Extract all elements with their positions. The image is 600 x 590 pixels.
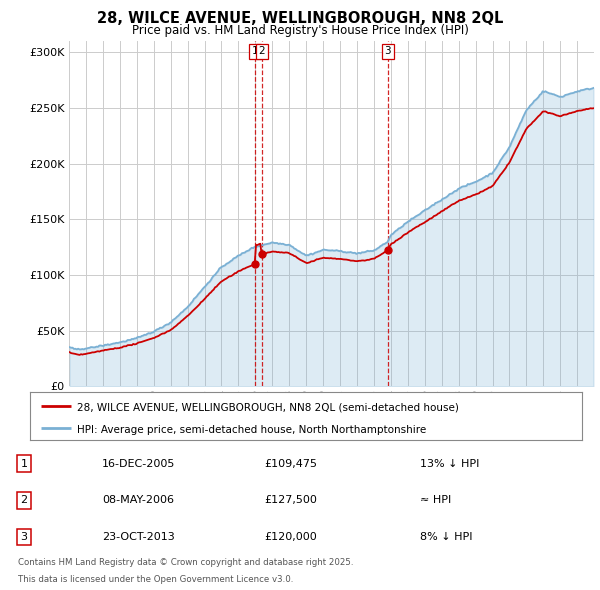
Text: 08-MAY-2006: 08-MAY-2006 — [102, 496, 174, 505]
Text: Contains HM Land Registry data © Crown copyright and database right 2025.: Contains HM Land Registry data © Crown c… — [18, 558, 353, 567]
Text: 13% ↓ HPI: 13% ↓ HPI — [420, 459, 479, 468]
Text: 3: 3 — [385, 47, 391, 57]
Text: 1: 1 — [251, 47, 258, 57]
Text: This data is licensed under the Open Government Licence v3.0.: This data is licensed under the Open Gov… — [18, 575, 293, 584]
Text: Price paid vs. HM Land Registry's House Price Index (HPI): Price paid vs. HM Land Registry's House … — [131, 24, 469, 37]
Text: £127,500: £127,500 — [264, 496, 317, 505]
Text: HPI: Average price, semi-detached house, North Northamptonshire: HPI: Average price, semi-detached house,… — [77, 425, 426, 435]
Text: 16-DEC-2005: 16-DEC-2005 — [102, 459, 175, 468]
Text: 3: 3 — [20, 532, 28, 542]
Text: 8% ↓ HPI: 8% ↓ HPI — [420, 532, 473, 542]
Text: 28, WILCE AVENUE, WELLINGBOROUGH, NN8 2QL: 28, WILCE AVENUE, WELLINGBOROUGH, NN8 2Q… — [97, 11, 503, 25]
Text: 2: 2 — [259, 47, 265, 57]
Text: £109,475: £109,475 — [264, 459, 317, 468]
Text: 28, WILCE AVENUE, WELLINGBOROUGH, NN8 2QL (semi-detached house): 28, WILCE AVENUE, WELLINGBOROUGH, NN8 2Q… — [77, 402, 459, 412]
Text: ≈ HPI: ≈ HPI — [420, 496, 451, 505]
Text: 1: 1 — [20, 459, 28, 468]
Text: 2: 2 — [20, 496, 28, 505]
Text: 23-OCT-2013: 23-OCT-2013 — [102, 532, 175, 542]
Text: £120,000: £120,000 — [264, 532, 317, 542]
